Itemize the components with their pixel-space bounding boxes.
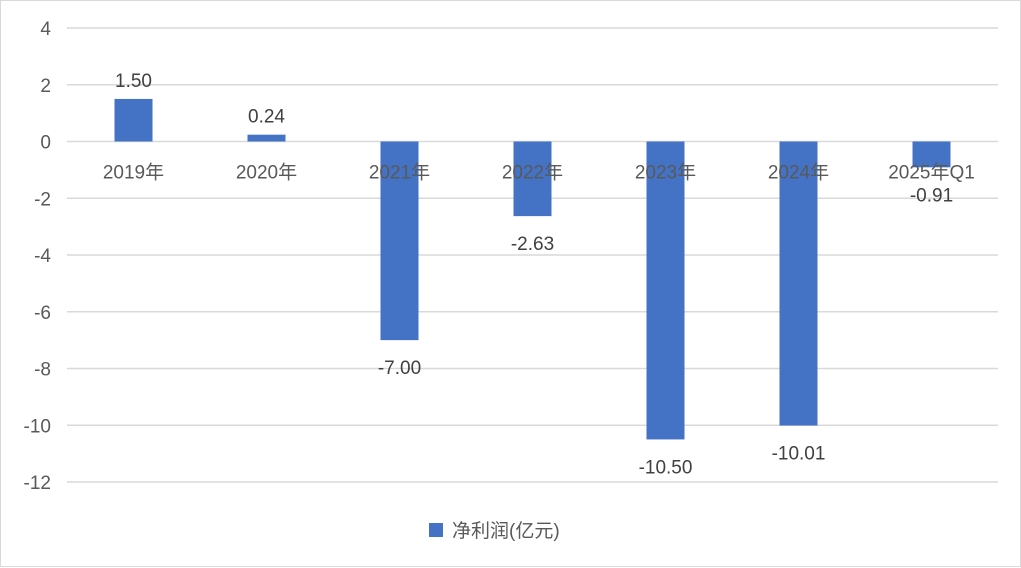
data-label: -7.00 [378, 358, 421, 379]
gridlines [67, 27, 998, 483]
bar [380, 141, 419, 341]
y-tick-label: 0 [40, 133, 51, 154]
y-tick-label: 4 [40, 19, 51, 40]
data-label: 0.24 [248, 107, 285, 128]
category-label: 2019年 [103, 162, 164, 184]
y-tick-label: -8 [34, 360, 51, 381]
bar [513, 141, 552, 217]
category-label: 2020年 [236, 162, 297, 184]
bars [114, 98, 951, 440]
axis-labels: 4 2 0 -2 -4 -6 -8 -10 -12 2019年 2020年 2021年 2022年 202… [24, 19, 975, 494]
data-label: -10.50 [639, 457, 693, 478]
y-tick-label: -12 [24, 473, 51, 494]
bar [247, 134, 286, 142]
bar [779, 141, 818, 426]
category-label: 2024年 [768, 162, 829, 184]
legend-label: 净利润(亿元) [452, 520, 560, 542]
y-tick-label: -4 [34, 246, 51, 267]
category-label: 2023年 [635, 162, 696, 184]
bar [912, 141, 951, 168]
data-label: 1.50 [115, 71, 152, 92]
bar [646, 141, 685, 440]
category-label: 2021年 [369, 162, 430, 184]
data-label: -10.01 [772, 444, 826, 465]
data-labels: 1.50 0.24 -7.00 -2.63 -10.50 -10.01 -0.91 [115, 71, 953, 479]
category-label: 2022年 [502, 162, 563, 184]
bar [114, 98, 153, 142]
y-tick-label: -6 [34, 303, 51, 324]
legend: 净利润(亿元) [429, 520, 560, 542]
y-tick-label: 2 [40, 76, 51, 97]
category-label: 2025年Q1 [888, 162, 975, 184]
legend-swatch [429, 523, 443, 537]
data-label: -2.63 [511, 234, 554, 255]
y-tick-label: -2 [34, 189, 51, 210]
data-label: -0.91 [910, 185, 953, 206]
y-tick-label: -10 [24, 416, 51, 437]
